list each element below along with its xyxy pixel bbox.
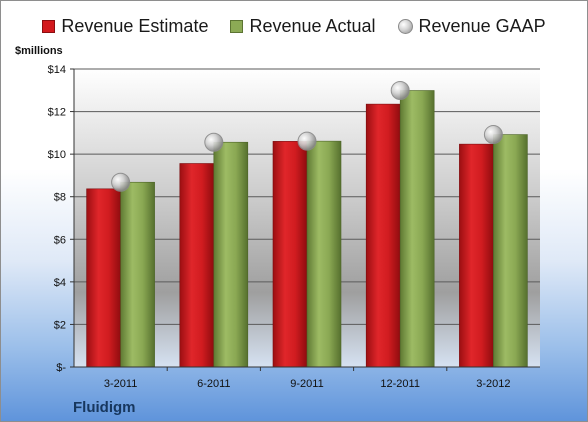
legend-label-estimate: Revenue Estimate — [61, 16, 209, 36]
y-tick-label: $12 — [48, 107, 66, 119]
bar-revenue-estimate — [86, 188, 121, 368]
y-tick-label: $2 — [54, 319, 66, 331]
y-tick-label: $14 — [48, 64, 66, 76]
gaap-markers-layer — [111, 80, 503, 192]
marker-revenue-gaap — [297, 131, 317, 151]
y-tick-label: $- — [56, 362, 66, 374]
x-tick-label: 3-2011 — [104, 378, 137, 390]
bars-layer — [86, 90, 528, 368]
x-tick-label: 9-2011 — [290, 378, 323, 390]
bar-revenue-actual — [306, 140, 342, 368]
x-tick-label: 3-2012 — [476, 378, 510, 390]
bar-revenue-estimate — [179, 163, 215, 368]
legend: Revenue Estimate Revenue Actual Revenue … — [1, 16, 587, 37]
legend-label-actual: Revenue Actual — [249, 16, 376, 36]
bar-revenue-estimate — [272, 141, 308, 368]
x-axis: 3-2011 6-2011 9-2011 12-2011 3-2012 — [74, 366, 540, 390]
legend-swatch-estimate — [42, 20, 56, 33]
marker-revenue-gaap — [204, 132, 224, 152]
marker-revenue-gaap — [483, 125, 503, 145]
y-tick-label: $6 — [54, 234, 66, 246]
y-axis: $- $2 $4 $6 $8 $10 $12 $14 — [48, 64, 75, 374]
legend-label-gaap: Revenue GAAP — [418, 16, 546, 36]
legend-swatch-actual — [230, 20, 244, 33]
x-tick-label: 12-2011 — [380, 378, 420, 390]
bar-revenue-actual — [120, 181, 155, 368]
company-name: Fluidigm — [73, 399, 136, 416]
bar-revenue-actual — [399, 90, 435, 368]
legend-item-gaap: Revenue GAAP — [397, 16, 546, 37]
y-tick-label: $10 — [48, 149, 66, 161]
bar-revenue-actual — [213, 141, 249, 368]
bar-revenue-estimate — [459, 143, 494, 368]
bar-revenue-estimate — [365, 103, 401, 368]
legend-item-estimate: Revenue Estimate — [42, 16, 208, 37]
y-tick-label: $8 — [54, 192, 66, 204]
units-label: $millions — [15, 45, 63, 57]
marker-revenue-gaap — [390, 80, 410, 100]
bar-revenue-actual — [493, 134, 528, 368]
legend-item-actual: Revenue Actual — [230, 16, 376, 37]
legend-swatch-gaap — [397, 19, 413, 34]
x-tick-label: 6-2011 — [197, 378, 230, 390]
marker-revenue-gaap — [111, 172, 131, 192]
y-tick-label: $4 — [54, 277, 66, 289]
